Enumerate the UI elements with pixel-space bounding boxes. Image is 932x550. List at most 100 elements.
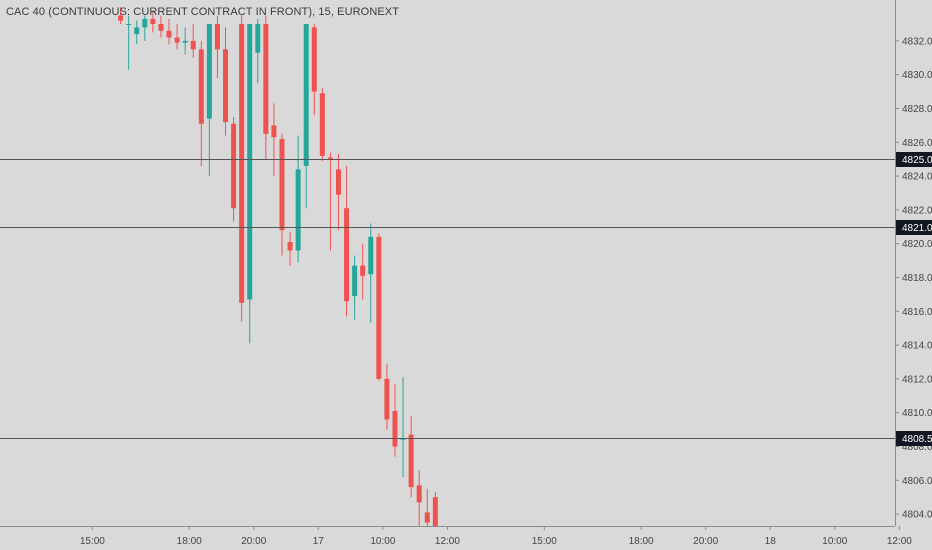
candle-down bbox=[335, 154, 341, 231]
level-price-tag bbox=[896, 220, 932, 235]
candle-down bbox=[392, 383, 398, 457]
candle-up bbox=[182, 27, 188, 55]
level-price-tag bbox=[896, 431, 932, 446]
candle-down bbox=[150, 10, 156, 33]
candle-body bbox=[392, 411, 398, 447]
candle-down bbox=[327, 152, 333, 251]
candle-body bbox=[303, 24, 309, 166]
candle-body bbox=[424, 512, 430, 523]
candle-body bbox=[376, 236, 382, 379]
candle-down bbox=[271, 103, 277, 177]
y-tick-label: 4824.0 bbox=[902, 172, 932, 183]
candle-up bbox=[368, 223, 374, 324]
candle-body bbox=[166, 30, 172, 38]
candle-body bbox=[368, 236, 374, 275]
candle-down bbox=[319, 88, 325, 161]
candle-down bbox=[287, 231, 293, 266]
x-tick-label: 20:00 bbox=[241, 536, 266, 547]
x-tick-label: 10:00 bbox=[370, 536, 395, 547]
candle-body bbox=[223, 49, 229, 123]
y-tick-label: 4808.0 bbox=[902, 442, 932, 453]
candle-body bbox=[344, 208, 350, 302]
y-tick-label: 4820.0 bbox=[902, 239, 932, 250]
candle-body bbox=[118, 15, 124, 21]
x-tick-label: 15:00 bbox=[80, 536, 105, 547]
candle-body bbox=[206, 24, 212, 119]
candle-down bbox=[214, 15, 220, 79]
x-tick-label: 10:00 bbox=[822, 536, 847, 547]
candle-down bbox=[360, 243, 366, 300]
candle-up bbox=[255, 18, 261, 84]
y-tick-label: 4806.0 bbox=[902, 476, 932, 487]
x-tick-label: 12:00 bbox=[887, 536, 912, 547]
candle-body bbox=[134, 27, 140, 35]
candle-up bbox=[400, 377, 406, 477]
candle-down bbox=[416, 470, 422, 526]
x-tick-label: 18 bbox=[765, 536, 777, 547]
candle-down bbox=[166, 18, 172, 45]
candle-up bbox=[295, 135, 301, 263]
candle-down bbox=[311, 24, 317, 116]
candle-down bbox=[424, 488, 430, 526]
candle-up bbox=[142, 15, 148, 41]
candle-body bbox=[198, 49, 204, 124]
candle-down bbox=[190, 24, 196, 58]
candle-body bbox=[335, 169, 341, 195]
candle-body bbox=[150, 18, 156, 24]
candle-down bbox=[239, 15, 245, 322]
candle-up bbox=[352, 255, 358, 320]
level-price-tag bbox=[896, 152, 932, 167]
candle-up bbox=[247, 24, 253, 344]
y-tick-label: 4812.0 bbox=[902, 374, 932, 385]
candle-body bbox=[239, 24, 245, 303]
y-tick-label: 4826.0 bbox=[902, 138, 932, 149]
candle-body bbox=[126, 24, 132, 25]
y-tick-label: 4828.0 bbox=[902, 104, 932, 115]
y-tick-label: 4830.0 bbox=[902, 70, 932, 81]
candle-down bbox=[263, 15, 269, 160]
candle-down bbox=[223, 27, 229, 136]
candle-down bbox=[198, 40, 204, 166]
x-tick-label: 15:00 bbox=[532, 536, 557, 547]
chart-title: CAC 40 (CONTINUOUS: CURRENT CONTRACT IN … bbox=[6, 6, 400, 18]
y-tick-label: 4818.0 bbox=[902, 273, 932, 284]
candle-up bbox=[134, 20, 140, 45]
candles-group bbox=[118, 7, 438, 526]
candle-up bbox=[206, 24, 212, 177]
y-tick-label: 4822.0 bbox=[902, 205, 932, 216]
candle-body bbox=[174, 37, 180, 43]
x-tick-label: 17 bbox=[313, 536, 325, 547]
candle-body bbox=[231, 123, 237, 209]
candle-down bbox=[432, 492, 438, 526]
x-tick-label: 18:00 bbox=[177, 536, 202, 547]
candle-body bbox=[319, 93, 325, 156]
candle-down bbox=[344, 165, 350, 317]
candle-up bbox=[126, 15, 132, 70]
candle-body bbox=[327, 157, 333, 160]
y-tick-label: 4832.0 bbox=[902, 36, 932, 47]
candle-body bbox=[360, 265, 366, 276]
candle-body bbox=[214, 24, 220, 50]
y-tick-label: 4804.0 bbox=[902, 510, 932, 521]
candle-down bbox=[118, 7, 124, 24]
candle-down bbox=[231, 116, 237, 222]
candle-down bbox=[384, 363, 390, 430]
candle-body bbox=[255, 24, 261, 53]
candle-body bbox=[384, 378, 390, 420]
candle-down bbox=[174, 24, 180, 50]
candle-body bbox=[432, 497, 438, 526]
y-tick-label: 4816.0 bbox=[902, 307, 932, 318]
candle-body bbox=[142, 18, 148, 28]
x-tick-label: 18:00 bbox=[629, 536, 654, 547]
candle-body bbox=[271, 125, 277, 138]
candle-down bbox=[158, 15, 164, 38]
candle-body bbox=[279, 138, 285, 231]
candle-body bbox=[263, 24, 269, 134]
candle-body bbox=[190, 40, 196, 50]
candle-body bbox=[416, 485, 422, 503]
y-tick-label: 4814.0 bbox=[902, 341, 932, 352]
candle-body bbox=[311, 27, 317, 92]
level-price-label: 4825.0 bbox=[902, 155, 932, 166]
